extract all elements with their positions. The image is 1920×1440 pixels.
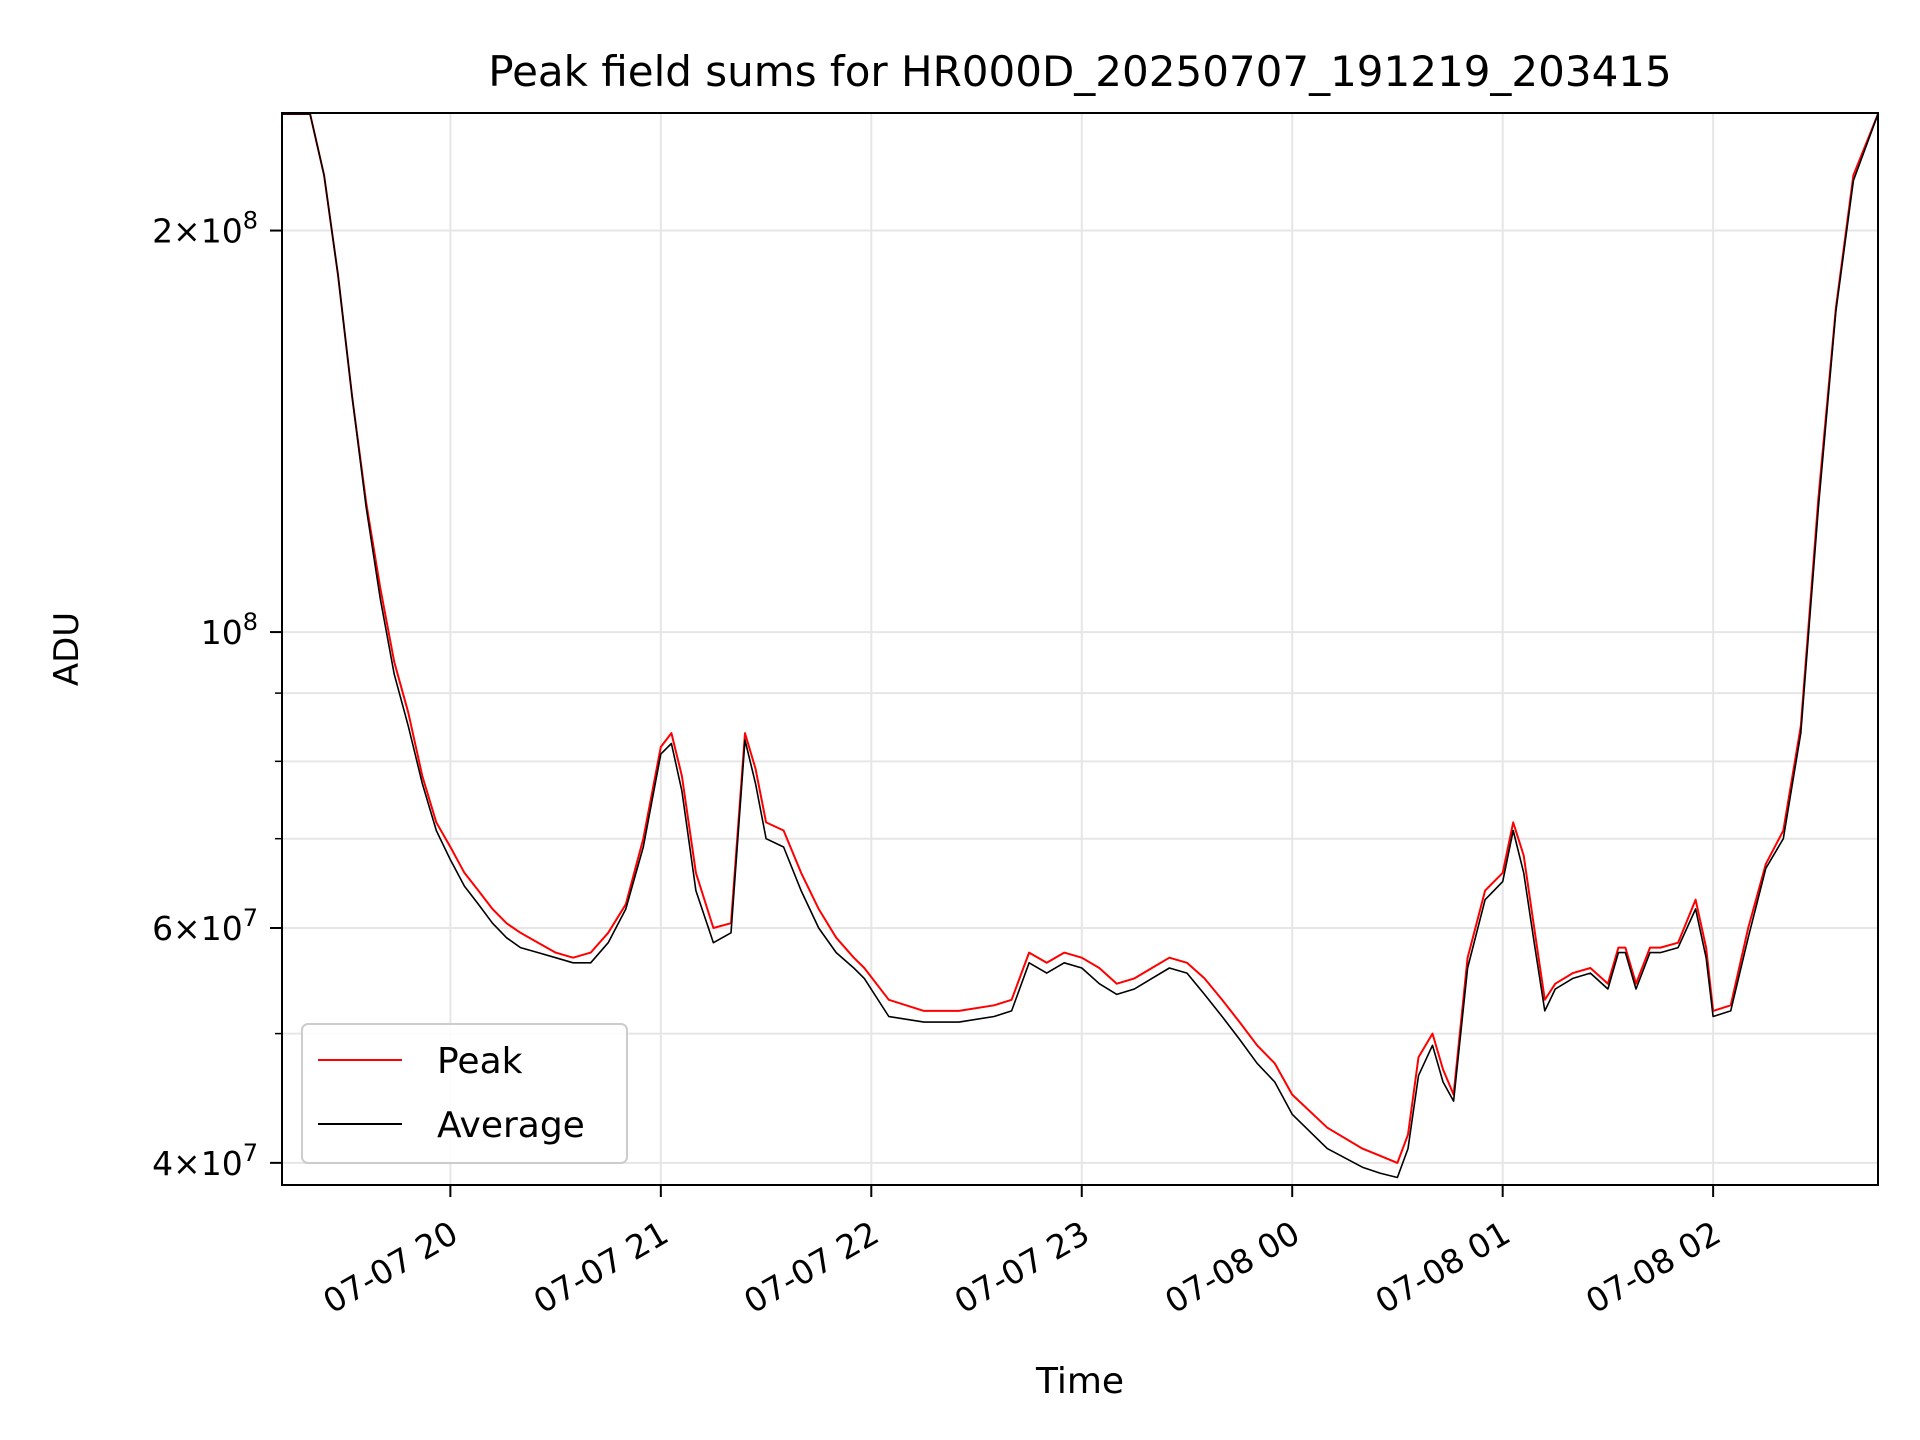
legend-label-peak: Peak (437, 1041, 523, 1082)
y-tick-label: 6×107 (152, 904, 258, 948)
series-line-average (282, 113, 1879, 1179)
y-tick-label: 4×107 (152, 1139, 258, 1183)
plot-lines (282, 113, 1879, 1179)
legend-box (301, 1023, 628, 1164)
series-line-peak (282, 113, 1879, 1164)
y-axis-label: ADU (47, 612, 87, 686)
chart-title: Peak field sums for HR000D_20250707_1912… (488, 47, 1672, 96)
y-tick-label: 2×108 (152, 207, 258, 251)
legend: Peak Average (301, 1023, 628, 1164)
y-tick-label: 108 (201, 608, 258, 652)
plot-frame (281, 112, 1879, 1186)
x-axis-label: Time (1035, 1361, 1124, 1402)
legend-label-average: Average (437, 1105, 585, 1146)
